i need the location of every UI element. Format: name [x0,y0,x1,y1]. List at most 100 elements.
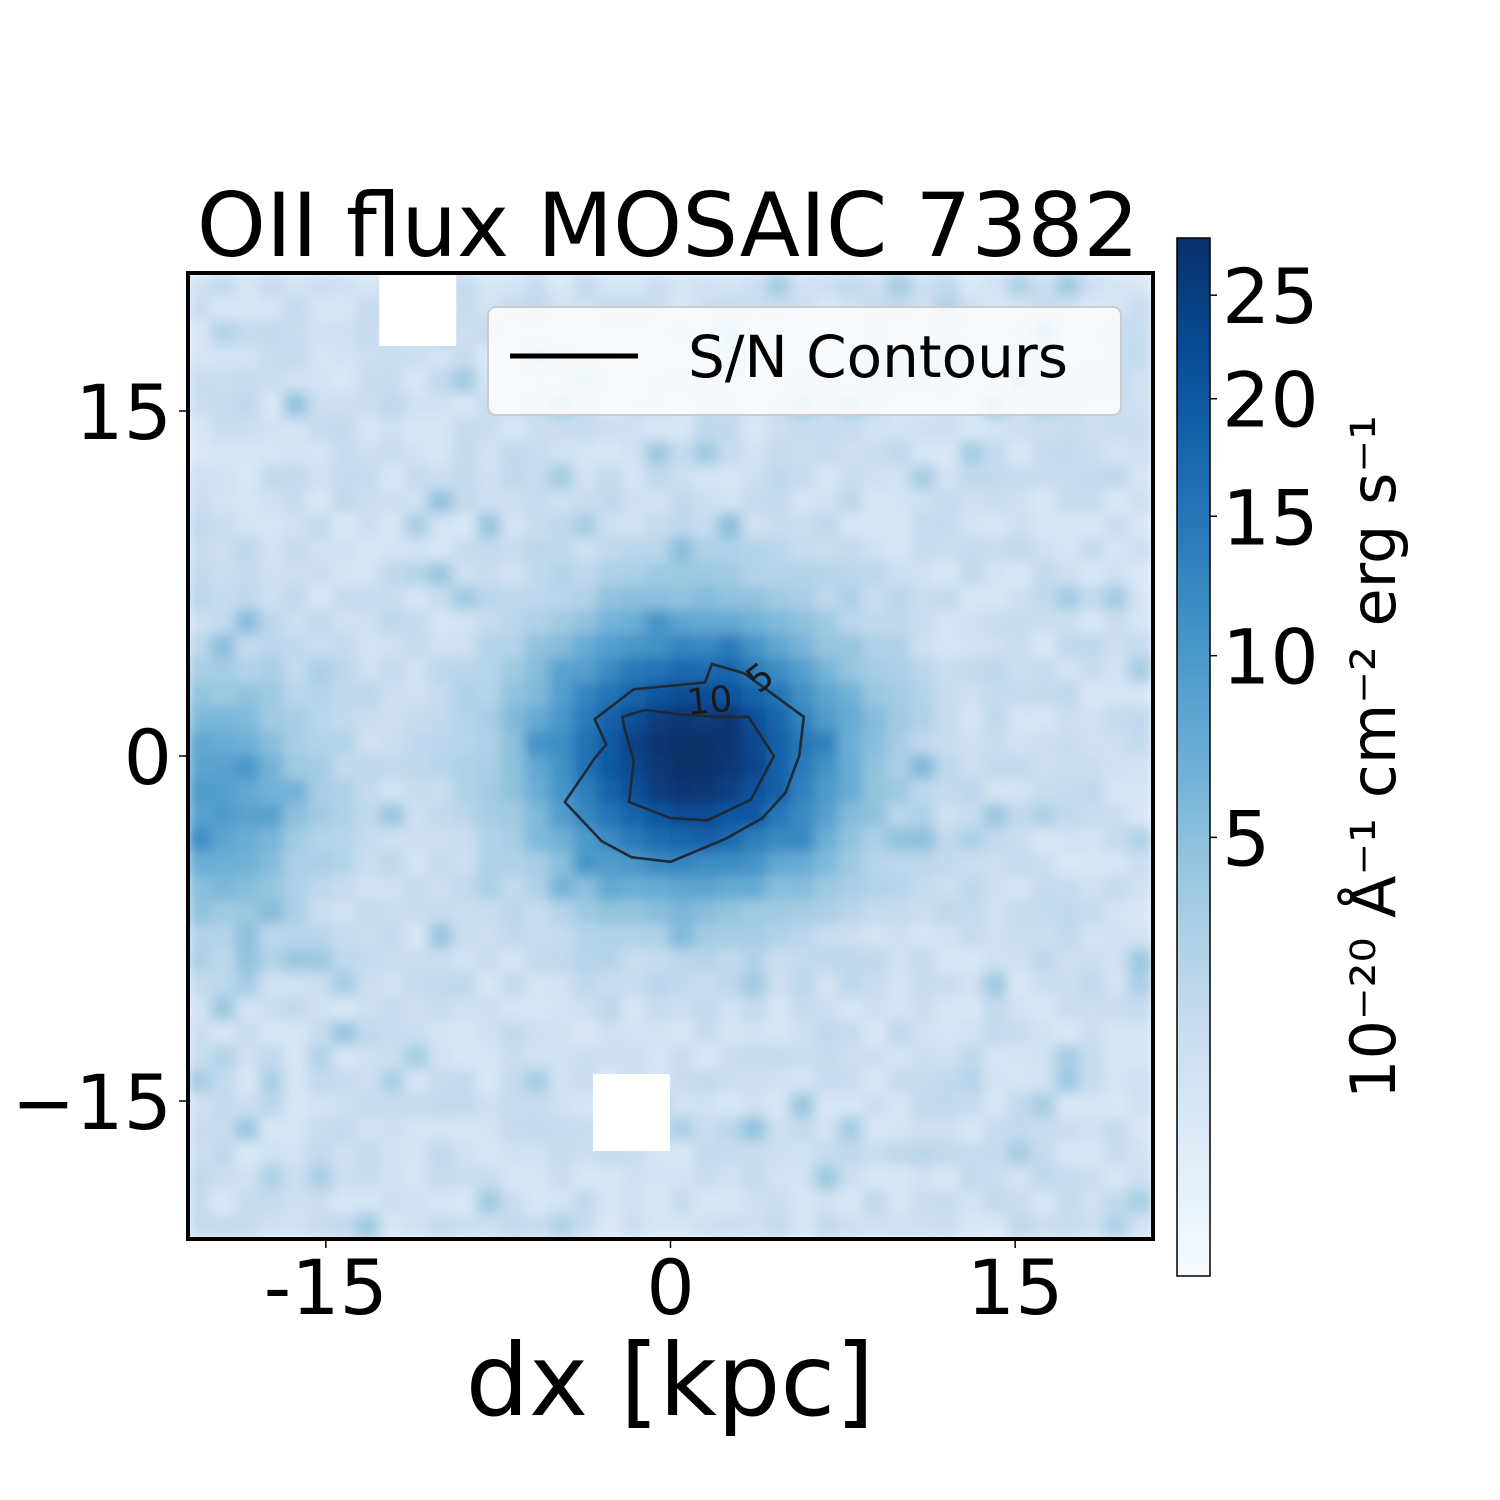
heatmap-cell [934,1044,961,1071]
heatmap-cell [669,827,696,854]
heatmap-cell [1007,489,1034,516]
heatmap-cell [934,585,961,613]
heatmap-cell [307,465,334,492]
heatmap-cell [1055,465,1082,492]
heatmap-cell [452,755,479,782]
heatmap-cell [500,924,527,951]
heatmap-cell [1079,634,1106,661]
heatmap-cell [259,465,286,492]
heatmap-cell [331,585,358,613]
heatmap-cell [548,489,575,516]
heatmap-cell [235,368,262,395]
heatmap-cell [283,1044,310,1071]
heatmap-cell [1103,803,1130,830]
heatmap-cell [886,465,913,492]
heatmap-cell [766,634,793,661]
heatmap-cell [283,1189,310,1216]
heatmap-cell [188,682,214,709]
heatmap-cell [959,706,986,733]
heatmap-cell [355,1165,382,1192]
heatmap-cell [838,924,865,951]
heatmap-cell [1127,851,1153,878]
heatmap-cell [1127,1189,1153,1216]
heatmap-cell [790,682,817,709]
heatmap-cell [404,851,431,878]
heatmap-cell [283,273,310,299]
heatmap-cell [355,682,382,709]
heatmap-cell [886,1044,913,1071]
heatmap-cell [766,875,793,902]
heatmap-cell [404,1117,431,1144]
heatmap-cell [886,827,913,854]
heatmap-cell [1031,1189,1058,1216]
legend[interactable]: S/N Contours [487,306,1122,416]
heatmap-cell [741,1068,768,1096]
heatmap-cell [1127,827,1153,854]
heatmap-cell [1127,585,1153,613]
heatmap-cell [259,320,286,347]
heatmap-cell [1127,1020,1153,1047]
heatmap-cell [862,513,889,540]
heatmap-cell [476,416,503,444]
heatmap-cell [1031,585,1058,613]
heatmap-cell [790,924,817,951]
heatmap-cell [814,682,841,709]
heatmap-cell [283,1093,310,1120]
heatmap-cell [597,1044,624,1071]
heatmap-cell [283,706,310,733]
heatmap-cell [355,561,382,588]
heatmap-cell [355,537,382,564]
heatmap-cell [500,1117,527,1144]
heatmap-cell [211,392,238,419]
heatmap-cell [188,1117,214,1144]
heatmap-cell [838,441,865,468]
heatmap-cell [573,851,600,878]
heatmap-cell [934,1093,961,1120]
heatmap-cell [188,924,214,951]
heatmap-cell [524,634,551,661]
heatmap-cell [548,561,575,588]
heatmap-cell [862,899,889,927]
heatmap-cell [331,1093,358,1120]
heatmap-cell [1055,416,1082,444]
heatmap-cell [1103,1020,1130,1047]
heatmap-cell [741,441,768,468]
heatmap-cell [1055,924,1082,951]
heatmap-cell [500,803,527,830]
heatmap-cell [645,513,672,540]
heatmap-cell [1031,634,1058,661]
heatmap-cell [1079,706,1106,733]
heatmap-cell [211,1020,238,1047]
heatmap-cell [669,416,696,444]
heatmap-cell [307,875,334,902]
heatmap-cell [862,730,889,757]
heatmap-cell [983,682,1010,709]
heatmap-cell [380,1165,407,1192]
heatmap-cell [717,610,744,637]
heatmap-cell [983,1020,1010,1047]
heatmap-cell [959,1044,986,1071]
heatmap-cell [500,851,527,878]
heatmap-cell [814,875,841,902]
heatmap-cell [717,803,744,830]
heatmap-cell [404,827,431,854]
heatmap-cell [452,634,479,661]
heatmap-cell [910,441,937,468]
heatmap-cell [1079,899,1106,927]
heatmap-cell [597,851,624,878]
heatmap-cell [283,465,310,492]
heatmap-cell [645,1213,672,1239]
heatmap-cell [693,465,720,492]
x-tick-label: -15 [264,1243,388,1332]
heatmap-cell [814,441,841,468]
heatmap-cell [548,948,575,975]
heatmap-cell [1007,996,1034,1023]
heatmap-cell [548,851,575,878]
heatmap-cell [717,1141,744,1168]
heatmap-cell [404,441,431,468]
heatmap-cell [524,851,551,878]
heatmap-cell [476,489,503,516]
heatmap-cell [307,585,334,613]
heatmap-cell [211,1068,238,1096]
